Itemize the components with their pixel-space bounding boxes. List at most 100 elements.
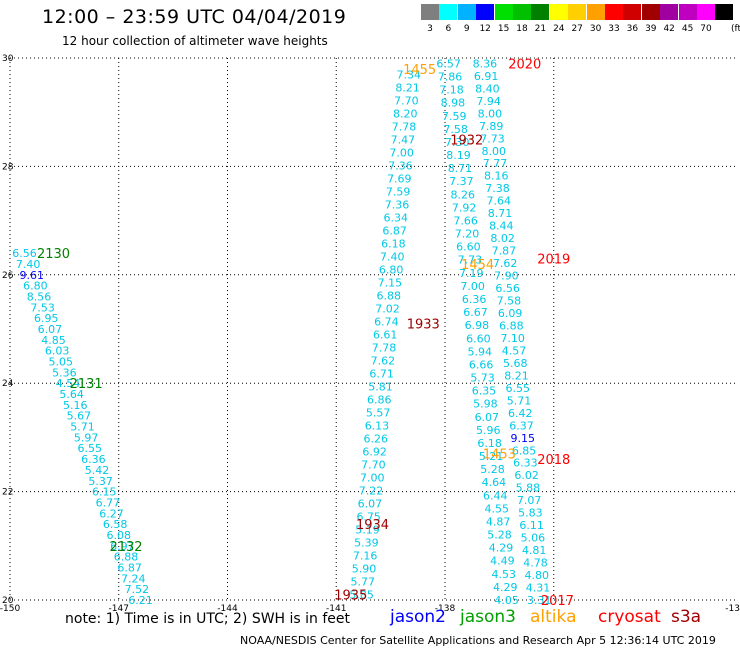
wave-height-value: 8.19 bbox=[446, 149, 471, 162]
wave-height-value: 6.26 bbox=[364, 432, 389, 445]
wave-height-value: 8.21 bbox=[504, 369, 529, 382]
wave-height-value: 6.66 bbox=[469, 358, 494, 371]
wave-height-value: 7.36 bbox=[388, 159, 413, 172]
wave-height-value: 7.77 bbox=[483, 157, 508, 170]
wave-height-value: 6.95 bbox=[34, 312, 59, 325]
wave-height-value: 5.39 bbox=[354, 537, 379, 550]
wave-height-value: 7.90 bbox=[494, 270, 519, 283]
wave-height-value: 6.27 bbox=[99, 507, 124, 520]
wave-height-value: 6.56 bbox=[12, 247, 37, 260]
wave-height-value: 6.55 bbox=[78, 442, 103, 455]
wave-height-value: 7.58 bbox=[443, 123, 468, 136]
wave-height-value: 4.53 bbox=[492, 568, 517, 581]
scale-label: 36 bbox=[626, 24, 639, 34]
wave-height-value: 7.16 bbox=[353, 550, 378, 563]
pass-time-label: 1454 bbox=[461, 258, 494, 273]
x-tick-label: -138 bbox=[435, 604, 456, 614]
wave-height-value: 7.36 bbox=[385, 198, 410, 211]
scale-swatch bbox=[568, 4, 587, 20]
pass-time-label: 2017 bbox=[541, 594, 574, 609]
wave-height-value: 7.00 bbox=[460, 280, 485, 293]
mission-jason2: jason2 bbox=[390, 607, 446, 627]
wave-height-value: 9.61 bbox=[20, 269, 45, 282]
mission-s3a: s3a bbox=[671, 607, 702, 627]
pass-time-label: 1932 bbox=[450, 133, 483, 148]
wave-height-value: 7.34 bbox=[397, 68, 422, 81]
scale-swatch bbox=[697, 4, 715, 20]
wave-height-value: 7.15 bbox=[378, 276, 403, 289]
wave-height-value: 5.16 bbox=[63, 399, 88, 412]
scale-swatch bbox=[623, 4, 642, 20]
y-tick-label: 26 bbox=[2, 271, 14, 281]
wave-height-value: 8.56 bbox=[27, 290, 52, 303]
wave-height-value: 5.73 bbox=[470, 372, 495, 385]
x-tick-label: -13 bbox=[725, 604, 740, 614]
scale-label: 42 bbox=[663, 24, 675, 34]
wave-height-value: 4.29 bbox=[489, 542, 514, 555]
wave-height-value: 6.37 bbox=[509, 419, 534, 432]
wave-height-value: 4.31 bbox=[526, 582, 551, 595]
wave-height-value: 7.30 bbox=[445, 136, 470, 149]
wave-height-value: 6.18 bbox=[477, 437, 502, 450]
wave-height-value: 8.71 bbox=[448, 162, 473, 175]
wave-height-value: 6.57 bbox=[436, 57, 461, 70]
wave-height-value: 6.98 bbox=[465, 319, 490, 332]
wave-height-value: 7.73 bbox=[458, 254, 483, 267]
wave-height-value: 6.58 bbox=[103, 518, 128, 531]
wave-height-value: 4.05 bbox=[494, 594, 519, 607]
wave-height-value: 7.89 bbox=[479, 120, 504, 133]
wave-height-value: 4.64 bbox=[482, 476, 507, 489]
scale-swatch bbox=[660, 4, 679, 20]
wave-height-value: 6.03 bbox=[45, 345, 70, 358]
mission-jason3: jason3 bbox=[460, 607, 516, 627]
wave-height-value: 7.40 bbox=[16, 258, 41, 271]
pass-time-label: 2130 bbox=[37, 247, 70, 262]
wave-height-value: 7.52 bbox=[125, 583, 150, 596]
wave-height-value: 6.91 bbox=[474, 70, 499, 83]
wave-height-value: 5.97 bbox=[74, 431, 99, 444]
wave-height-value: 7.37 bbox=[449, 175, 474, 188]
scale-label: 70 bbox=[700, 24, 712, 34]
wave-height-value: 5.37 bbox=[88, 475, 113, 488]
scale-label: 21 bbox=[534, 24, 547, 34]
wave-height-value: 7.47 bbox=[391, 133, 416, 146]
wave-height-value: 6.07 bbox=[358, 498, 383, 511]
wave-height-value: 7.87 bbox=[492, 245, 517, 258]
wave-height-value: 5.06 bbox=[521, 532, 546, 545]
wave-height-value: 7.73 bbox=[480, 132, 505, 145]
scale-label: 12 bbox=[479, 24, 491, 34]
y-tick-label: 30 bbox=[2, 54, 14, 64]
wave-height-value: 5.88 bbox=[516, 482, 541, 495]
wave-height-value: 6.44 bbox=[483, 489, 508, 502]
scale-swatch bbox=[715, 4, 734, 20]
wave-height-value: 6.56 bbox=[495, 282, 520, 295]
wave-height-value: 7.02 bbox=[375, 302, 400, 315]
wave-height-value: 6.85 bbox=[512, 444, 537, 457]
wave-height-value: 5.21 bbox=[479, 450, 504, 463]
pass-time-label: 1453 bbox=[483, 448, 516, 463]
wave-height-value: 7.19 bbox=[459, 267, 484, 280]
wave-height-value: 6.75 bbox=[356, 511, 381, 524]
scale-swatch bbox=[513, 4, 531, 20]
wave-height-value: 7.86 bbox=[438, 71, 463, 84]
wave-height-value: 6.80 bbox=[379, 263, 404, 276]
wave-height-value: 7.07 bbox=[517, 494, 542, 507]
y-tick-label: 22 bbox=[2, 488, 13, 498]
wave-height-value: 5.94 bbox=[467, 345, 492, 358]
scale-swatch bbox=[421, 4, 439, 20]
wave-height-value: 7.94 bbox=[476, 95, 501, 108]
pass-time-label: 2019 bbox=[537, 253, 570, 268]
wave-height-value: 5.85 bbox=[349, 589, 374, 602]
wave-height-value: 6.92 bbox=[362, 445, 387, 458]
wave-height-value: 4.29 bbox=[493, 581, 518, 594]
y-tick-label: 24 bbox=[2, 379, 14, 389]
wave-height-value: 6.60 bbox=[456, 241, 481, 254]
wave-height-value: 8.98 bbox=[441, 97, 466, 110]
wave-height-value: 7.38 bbox=[485, 182, 510, 195]
scale-label: 3 bbox=[427, 24, 433, 34]
wave-height-value: 6.67 bbox=[463, 306, 488, 319]
scale-label: 39 bbox=[645, 24, 657, 34]
wave-height-value: 6.80 bbox=[23, 280, 48, 293]
wave-height-value: 6.42 bbox=[508, 407, 533, 420]
wave-height-value: 6.34 bbox=[384, 211, 409, 224]
